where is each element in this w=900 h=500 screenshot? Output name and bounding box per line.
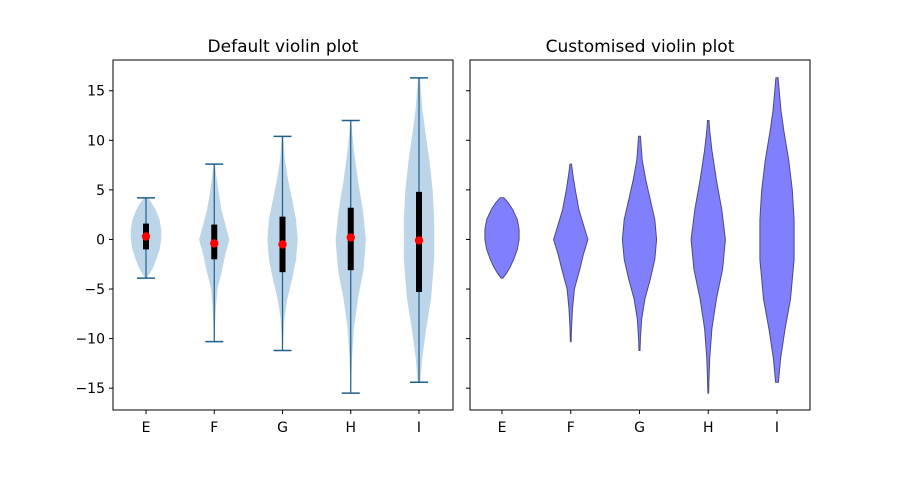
median-marker-i <box>414 236 424 245</box>
violin-body-h <box>690 120 726 394</box>
y-tick-label: −15 <box>75 381 105 397</box>
customised-violin-x-axis: E F G H I <box>498 410 779 436</box>
x-tick-label: G <box>634 420 645 436</box>
violin-body-g <box>621 135 658 351</box>
y-tick-label: 5 <box>96 183 105 199</box>
y-tick-label: −5 <box>84 282 105 298</box>
default-violin-x-axis: E F G H I <box>142 410 421 436</box>
median-marker-g <box>278 240 287 249</box>
x-tick-label: G <box>277 420 288 436</box>
default-violin-marks <box>130 77 435 394</box>
y-tick-label: 15 <box>87 84 105 100</box>
y-tick-label: 0 <box>96 232 105 248</box>
violin-body-e <box>484 197 520 279</box>
violin-body-i <box>759 77 795 383</box>
x-tick-label: E <box>498 420 507 436</box>
median-marker-e <box>141 232 151 241</box>
customised-violin-y-axis <box>466 90 470 389</box>
customised-violin-title: Customised violin plot <box>546 37 735 57</box>
y-tick-label: −10 <box>75 332 105 348</box>
x-tick-label: H <box>345 420 356 436</box>
median-marker-f <box>210 239 219 248</box>
default-violin-title: Default violin plot <box>208 37 359 57</box>
x-tick-label: E <box>142 420 151 436</box>
default-violin-panel: Default violin plot E F G H I −15 −10 −5 0 5 10 15 <box>75 37 454 436</box>
customised-violin-panel: Customised violin plot E F G H I <box>466 37 811 436</box>
y-tick-label: 10 <box>87 133 105 149</box>
x-tick-label: I <box>775 420 779 436</box>
x-tick-label: H <box>703 420 714 436</box>
default-violin-y-axis: −15 −10 −5 0 5 10 15 <box>75 84 113 397</box>
violin-body-f <box>553 163 589 343</box>
median-marker-h <box>346 233 355 242</box>
customised-violin-marks <box>484 77 795 394</box>
x-tick-label: F <box>567 420 575 436</box>
x-tick-label: F <box>210 420 218 436</box>
x-tick-label: I <box>417 420 421 436</box>
